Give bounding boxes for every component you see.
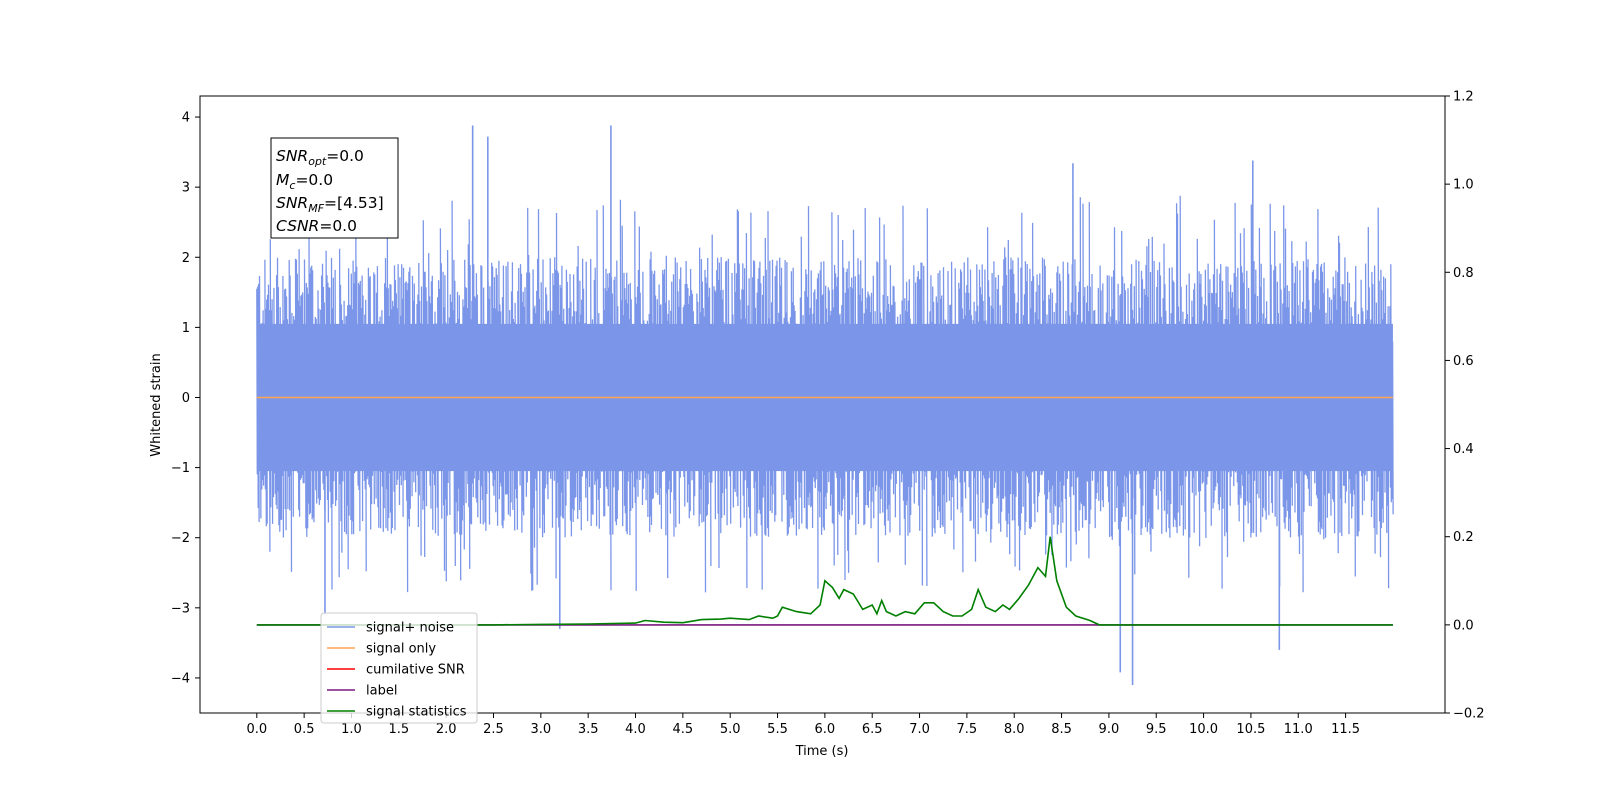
y-tick-label: −3 (171, 601, 190, 616)
y-axis-label: Whitened strain (149, 353, 164, 456)
x-axis: 0.0 0.5 1.0 1.5 2.0 2.5 3.0 3.5 4.0 4.5 5.0 5.5 6.0 6… (246, 713, 1360, 737)
legend-label-1: signal only (366, 642, 436, 657)
x-tick-label: 9.5 (1146, 722, 1167, 737)
svg-text:CSNR=0.0: CSNR=0.0 (276, 217, 357, 235)
x-tick-label: 3.0 (530, 722, 551, 737)
x-tick-label: 10.0 (1189, 722, 1218, 737)
y2-tick-label: 0.8 (1453, 266, 1474, 281)
snr-opt-symbol: SNR (276, 147, 308, 165)
noise-series (256, 125, 1394, 685)
stats-box: SNRopt=0.0 Mc=0.0 SNRMF=[4.53] CSNR=0.0 (270, 137, 399, 239)
x-tick-label: 4.0 (625, 722, 646, 737)
y2-tick-label: 0.4 (1453, 442, 1474, 457)
x-tick-label: 1.5 (388, 722, 409, 737)
x-tick-label: 3.5 (578, 722, 599, 737)
y-tick-label: 3 (182, 181, 190, 196)
snr-mf-value: =[4.53] (324, 194, 384, 212)
legend-label-3: label (366, 684, 397, 699)
y2-axis: 1.2 1.0 0.8 0.6 0.4 0.2 0.0 −0.2 (1445, 90, 1485, 722)
y2-tick-label: 0.2 (1453, 530, 1474, 545)
x-tick-label: 6.5 (862, 722, 883, 737)
snr-mf-subscript: MF (308, 202, 324, 215)
x-tick-label: 5.5 (767, 722, 788, 737)
y2-tick-label: 1.0 (1453, 178, 1474, 193)
y2-tick-label: 1.2 (1453, 90, 1474, 105)
y2-tick-label: 0.6 (1453, 354, 1474, 369)
mc-symbol: M (276, 171, 289, 189)
svg-text:SNRopt=0.0: SNRopt=0.0 (276, 147, 364, 168)
y-tick-label: 2 (182, 251, 190, 266)
y-tick-label: −4 (171, 671, 190, 686)
x-tick-label: 1.0 (341, 722, 362, 737)
x-tick-label: 6.0 (815, 722, 836, 737)
snr-opt-value: =0.0 (326, 147, 364, 165)
y-tick-label: 0 (182, 391, 190, 406)
svg-text:Mc=0.0: Mc=0.0 (276, 171, 333, 192)
mc-value: =0.0 (295, 171, 333, 189)
x-tick-label: 4.5 (673, 722, 694, 737)
y2-tick-label: 0.0 (1453, 618, 1474, 633)
legend-label-2: cumilative SNR (366, 663, 465, 678)
x-tick-label: 0.5 (294, 722, 315, 737)
x-tick-label: 2.0 (436, 722, 457, 737)
x-tick-label: 11.0 (1284, 722, 1313, 737)
x-tick-label: 11.5 (1331, 722, 1360, 737)
x-axis-label: Time (s) (795, 744, 849, 759)
legend: signal+ noise signal only cumilative SNR la… (320, 612, 478, 724)
x-tick-label: 9.0 (1099, 722, 1120, 737)
snr-mf-symbol: SNR (276, 194, 308, 212)
snr-opt-subscript: opt (308, 155, 327, 168)
legend-label-0: signal+ noise (366, 621, 454, 636)
mc-subscript: c (289, 179, 295, 192)
x-tick-label: 10.5 (1236, 722, 1265, 737)
legend-label-4: signal statistics (366, 705, 467, 720)
y-tick-label: 1 (182, 321, 190, 336)
svg-text:SNRMF=[4.53]: SNRMF=[4.53] (276, 194, 384, 215)
csnr-value: =0.0 (319, 217, 357, 235)
x-tick-label: 7.5 (957, 722, 978, 737)
x-tick-label: 8.0 (1004, 722, 1025, 737)
y-tick-label: −2 (171, 531, 190, 546)
series-line-4 (256, 536, 1393, 626)
plot-frame (199, 95, 1446, 714)
x-tick-label: 2.5 (483, 722, 504, 737)
x-tick-label: 0.0 (246, 722, 267, 737)
x-tick-label: 7.0 (909, 722, 930, 737)
y-tick-label: −1 (171, 461, 190, 476)
x-tick-label: 5.0 (720, 722, 741, 737)
csnr-symbol: CSNR (276, 217, 319, 235)
y2-tick-label: −0.2 (1453, 707, 1485, 722)
x-tick-label: 8.5 (1051, 722, 1072, 737)
y-tick-label: 4 (182, 111, 190, 126)
y-axis: 4 3 2 1 0 −1 −2 −3 −4 (171, 111, 200, 686)
